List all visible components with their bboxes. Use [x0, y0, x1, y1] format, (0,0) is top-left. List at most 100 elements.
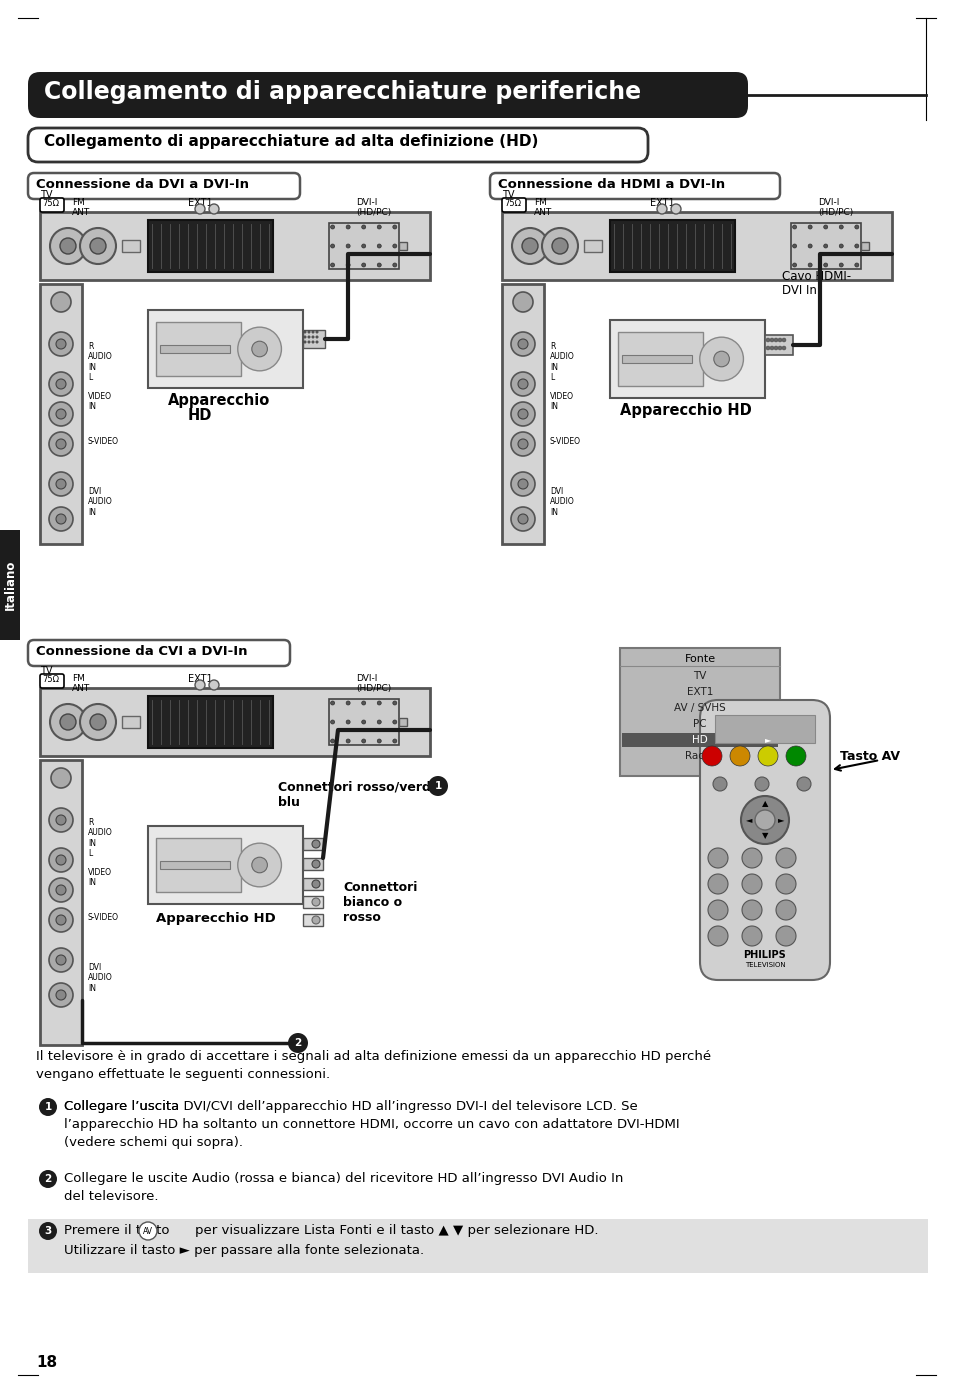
Bar [156, 838, 241, 892]
Circle shape [209, 681, 219, 690]
Circle shape [792, 244, 796, 248]
Circle shape [312, 839, 319, 848]
Bar [860, 242, 868, 251]
Circle shape [521, 238, 537, 253]
FancyBboxPatch shape [28, 173, 299, 199]
Circle shape [308, 331, 310, 333]
Text: S-VIDEO: S-VIDEO [88, 437, 119, 445]
Circle shape [331, 263, 335, 267]
Text: VIDEO
IN: VIDEO IN [550, 393, 574, 412]
Circle shape [775, 926, 795, 947]
Circle shape [39, 1171, 57, 1187]
Text: S-VIDEO: S-VIDEO [550, 437, 580, 445]
Bar [40, 212, 430, 280]
Circle shape [252, 341, 267, 356]
Circle shape [303, 331, 306, 333]
Circle shape [376, 226, 381, 230]
Circle shape [252, 857, 267, 873]
Circle shape [39, 1098, 57, 1116]
Circle shape [56, 479, 66, 489]
FancyBboxPatch shape [700, 700, 829, 980]
Circle shape [781, 338, 785, 342]
Text: 1: 1 [45, 1102, 51, 1112]
FancyBboxPatch shape [28, 72, 747, 118]
Circle shape [237, 844, 281, 887]
Circle shape [51, 768, 71, 788]
Circle shape [376, 720, 381, 724]
Circle shape [361, 244, 365, 248]
Circle shape [56, 885, 66, 895]
Circle shape [331, 226, 335, 230]
Text: VIDEO
IN: VIDEO IN [88, 869, 112, 888]
Bar [303, 878, 323, 889]
Circle shape [194, 205, 205, 214]
Bar [398, 242, 406, 251]
Text: DVI
AUDIO
IN: DVI AUDIO IN [88, 487, 112, 516]
Circle shape [657, 205, 666, 214]
Circle shape [778, 338, 781, 342]
Circle shape [50, 704, 86, 741]
Bar [303, 896, 323, 908]
Circle shape [312, 341, 314, 344]
Circle shape [707, 848, 727, 869]
Circle shape [56, 340, 66, 349]
Text: TV: TV [40, 189, 52, 200]
Bar [609, 320, 764, 398]
Circle shape [90, 238, 106, 253]
Circle shape [778, 347, 781, 349]
Circle shape [80, 704, 116, 741]
Circle shape [513, 292, 533, 312]
Circle shape [740, 796, 788, 844]
Text: DVI
AUDIO
IN: DVI AUDIO IN [88, 963, 112, 992]
FancyBboxPatch shape [40, 198, 64, 212]
FancyBboxPatch shape [501, 198, 525, 212]
Text: 2: 2 [45, 1173, 51, 1185]
Circle shape [312, 880, 319, 888]
Text: 75Ω: 75Ω [42, 675, 59, 683]
Circle shape [517, 340, 527, 349]
Bar [28, 1219, 927, 1274]
Bar [501, 284, 543, 544]
Text: Connessione da HDMI a DVI-In: Connessione da HDMI a DVI-In [497, 178, 724, 191]
Text: 2: 2 [294, 1038, 301, 1048]
Circle shape [303, 341, 306, 344]
Circle shape [56, 379, 66, 388]
Circle shape [792, 226, 796, 230]
Bar [303, 857, 323, 870]
Circle shape [393, 720, 396, 724]
Circle shape [775, 901, 795, 920]
Bar [303, 838, 323, 851]
Circle shape [288, 1033, 308, 1052]
Circle shape [49, 372, 73, 395]
Circle shape [346, 720, 350, 724]
Bar [156, 322, 241, 376]
Circle shape [376, 263, 381, 267]
Circle shape [376, 244, 381, 248]
Text: 3: 3 [45, 1226, 51, 1236]
Circle shape [49, 432, 73, 457]
Bar [193, 206, 220, 212]
Circle shape [308, 335, 310, 338]
Circle shape [49, 848, 73, 871]
Circle shape [331, 244, 335, 248]
Circle shape [511, 432, 535, 457]
Circle shape [312, 335, 314, 338]
Bar [609, 220, 734, 271]
Circle shape [511, 507, 535, 530]
Bar [40, 284, 82, 544]
FancyBboxPatch shape [28, 128, 647, 161]
Circle shape [361, 720, 365, 724]
Circle shape [50, 228, 86, 264]
FancyBboxPatch shape [490, 173, 780, 199]
Circle shape [729, 746, 749, 766]
Circle shape [139, 1222, 157, 1240]
Text: FM
ANT: FM ANT [71, 198, 91, 217]
Circle shape [393, 226, 396, 230]
Circle shape [765, 347, 769, 349]
Circle shape [707, 926, 727, 947]
Circle shape [796, 777, 810, 791]
Text: DVI-I
(HD/PC): DVI-I (HD/PC) [355, 674, 391, 693]
Text: Connessione da DVI a DVI-In: Connessione da DVI a DVI-In [36, 178, 249, 191]
Circle shape [701, 746, 721, 766]
Circle shape [312, 916, 319, 924]
